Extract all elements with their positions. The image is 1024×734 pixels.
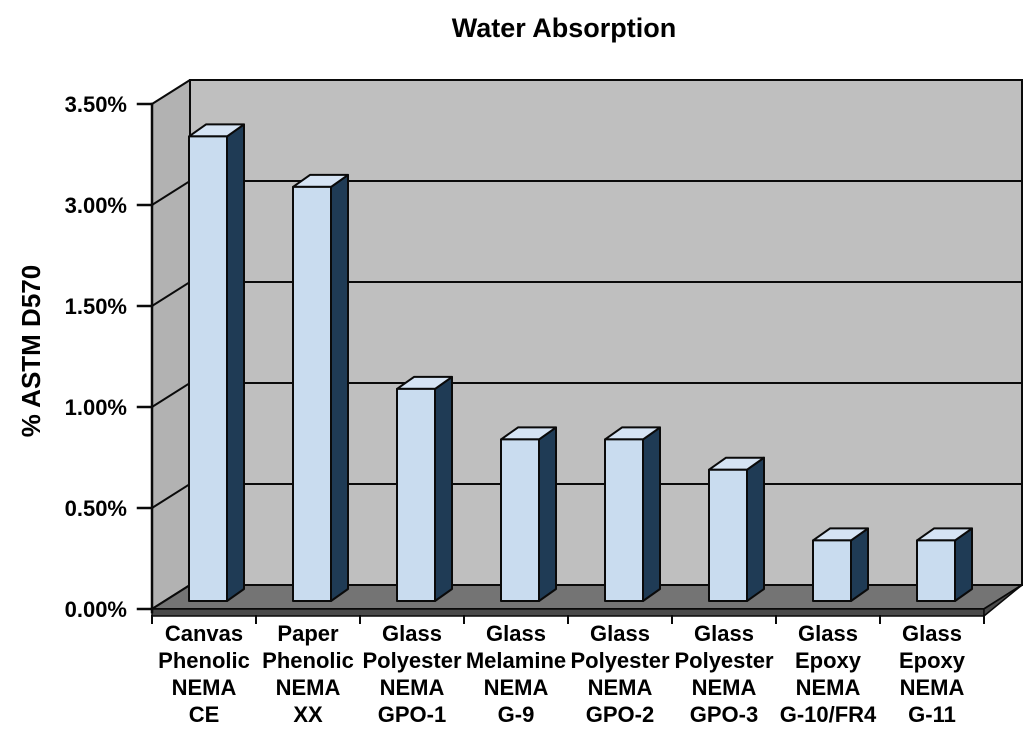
x-category-label-line: G-10/FR4 <box>780 702 877 727</box>
x-category-label-line: Glass <box>694 621 754 646</box>
y-tick-label-3.50%: 3.50% <box>65 92 127 117</box>
gridline-depth-0.50% <box>150 482 192 510</box>
bar-front-face <box>604 438 644 602</box>
x-category-label-line: Glass <box>798 621 858 646</box>
x-category-label-line: Glass <box>382 621 442 646</box>
x-category-label-line: GPO-1 <box>378 702 446 727</box>
bar-front-face <box>812 539 852 602</box>
bar-side-face <box>538 426 557 602</box>
x-category-label-line: NEMA <box>692 675 757 700</box>
bar-glass-polyester-nema-gpo-2 <box>604 426 661 602</box>
bar-side-face <box>330 173 349 602</box>
bar-canvas-phenolic-nema-ce <box>188 123 245 602</box>
x-category-label-line: Epoxy <box>795 648 862 673</box>
x-category-label-line: NEMA <box>380 675 445 700</box>
bar-glass-epoxy-nema-g-10fr4 <box>812 527 869 602</box>
x-category-label-line: GPO-3 <box>690 702 758 727</box>
x-category-label-line: G-11 <box>908 702 956 727</box>
bar-side-face <box>226 123 245 602</box>
x-category-label-line: Phenolic <box>158 648 250 673</box>
x-category-label-line: Phenolic <box>262 648 354 673</box>
y-axis-title: % ASTM D570 <box>16 265 46 437</box>
x-category-label-line: Polyester <box>570 648 669 673</box>
bar-front-face <box>188 135 228 602</box>
x-category-label-line: Epoxy <box>899 648 966 673</box>
y-tick-label-1.00%: 1.00% <box>65 395 127 420</box>
bar-paper-phenolic-nema-xx <box>292 173 349 602</box>
bar-front-face <box>396 387 436 602</box>
gridline-depth-3.00% <box>150 179 192 207</box>
x-category-label-line: NEMA <box>172 675 237 700</box>
x-category-label-line: Polyester <box>674 648 773 673</box>
x-category-label-line: XX <box>293 702 323 727</box>
bar-glass-epoxy-nema-g-11 <box>916 527 973 602</box>
x-category-label-line: CE <box>189 702 220 727</box>
x-category-label-line: Paper <box>277 621 339 646</box>
bar-side-face <box>642 426 661 602</box>
bar-glass-polyester-nema-gpo-1 <box>396 375 453 602</box>
x-category-label-line: NEMA <box>276 675 341 700</box>
y-tick-label-3.00%: 3.00% <box>65 193 127 218</box>
chart-title: Water Absorption <box>452 13 677 43</box>
x-category-label-line: Glass <box>590 621 650 646</box>
bar-front-face <box>916 539 956 602</box>
x-category-label-line: GPO-2 <box>586 702 654 727</box>
gridline-depth-1.50% <box>150 280 192 308</box>
gridline-depth-1.00% <box>150 381 192 409</box>
x-category-label-line: G-9 <box>498 702 535 727</box>
bar-front-face <box>500 438 540 602</box>
x-category-label-line: Polyester <box>362 648 461 673</box>
x-category-label-line: NEMA <box>900 675 965 700</box>
x-category-label-line: Canvas <box>165 621 243 646</box>
left-wall <box>151 79 191 610</box>
x-category-label-line: Glass <box>902 621 962 646</box>
x-category-label-line: Melamine <box>466 648 566 673</box>
bar-glass-polyester-nema-gpo-3 <box>708 456 765 602</box>
bar-front-face <box>708 468 748 602</box>
floor-front-edge <box>151 608 985 617</box>
y-tick-label-0.00%: 0.00% <box>65 597 127 622</box>
y-tick-label-1.50%: 1.50% <box>65 294 127 319</box>
bar-side-face <box>434 375 453 602</box>
bar-glass-melamine-nema-g-9 <box>500 426 557 602</box>
x-category-label-line: NEMA <box>588 675 653 700</box>
x-category-label-line: NEMA <box>796 675 861 700</box>
x-category-label-line: Glass <box>486 621 546 646</box>
floor-right-edge <box>983 584 1023 617</box>
x-category-label-line: NEMA <box>484 675 549 700</box>
bar-front-face <box>292 185 332 602</box>
bar-side-face <box>746 456 765 602</box>
y-tick-label-0.50%: 0.50% <box>65 496 127 521</box>
floor <box>151 584 1023 610</box>
